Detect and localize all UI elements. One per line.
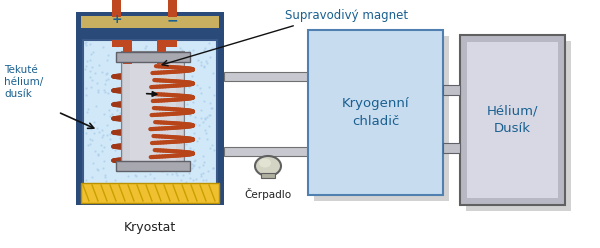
- Bar: [168, 0, 177, 17]
- Text: −: −: [167, 13, 178, 27]
- Bar: [466, 41, 571, 211]
- Bar: [76, 12, 224, 205]
- Text: Supravodivý magnet: Supravodivý magnet: [285, 8, 408, 22]
- Bar: [116, 161, 190, 171]
- Text: Kryogenní
chladič: Kryogenní chladič: [341, 97, 409, 128]
- Bar: [112, 0, 121, 17]
- Bar: [460, 35, 565, 205]
- Bar: [224, 72, 308, 81]
- Bar: [81, 183, 219, 203]
- Bar: [308, 30, 443, 195]
- Bar: [112, 40, 132, 47]
- Bar: [81, 16, 219, 28]
- Bar: [76, 12, 224, 32]
- Bar: [122, 52, 184, 170]
- Bar: [130, 57, 176, 165]
- Bar: [224, 147, 308, 156]
- Bar: [314, 36, 449, 201]
- Bar: [157, 46, 166, 64]
- Ellipse shape: [259, 158, 271, 167]
- Bar: [261, 173, 275, 178]
- Bar: [83, 40, 217, 186]
- Bar: [157, 40, 177, 47]
- Bar: [443, 143, 460, 153]
- Text: +: +: [111, 13, 122, 26]
- Bar: [116, 52, 190, 62]
- Bar: [467, 42, 558, 198]
- Bar: [443, 85, 460, 95]
- Text: Kryostat: Kryostat: [124, 221, 176, 234]
- Text: Tekuté
hélium/
dusík: Tekuté hélium/ dusík: [4, 65, 43, 99]
- Text: Čerpadlo: Čerpadlo: [244, 188, 292, 200]
- Bar: [122, 52, 184, 170]
- Ellipse shape: [255, 156, 281, 176]
- Text: Hélium/
Dusík: Hélium/ Dusík: [487, 104, 538, 135]
- Bar: [123, 46, 132, 64]
